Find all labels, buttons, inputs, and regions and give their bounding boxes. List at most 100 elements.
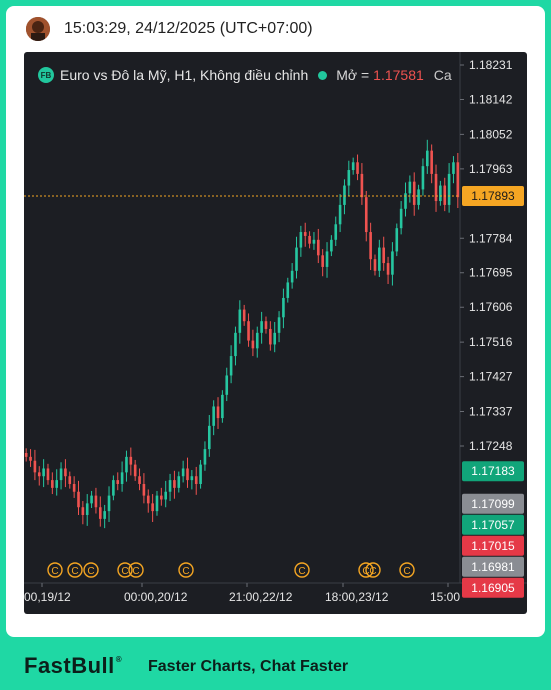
time-tick-label: 00,19/12 <box>24 590 71 604</box>
candle-body <box>312 239 316 244</box>
candle-body <box>425 150 429 167</box>
timestamp: 15:03:29, 24/12/2025 (UTC+07:00) <box>64 20 313 37</box>
candle-body <box>216 406 220 419</box>
candle-body <box>325 251 329 267</box>
header-bar: 15:03:29, 24/12/2025 (UTC+07:00) <box>6 6 545 52</box>
candle-body <box>404 193 407 209</box>
price-tag <box>462 556 524 577</box>
fastbull-logo[interactable]: FastBull® <box>24 653 122 679</box>
candle-body <box>395 228 399 252</box>
candle-body <box>207 425 211 450</box>
candle-body <box>251 340 255 349</box>
event-marker-icon[interactable] <box>67 562 83 578</box>
event-marker-icon[interactable] <box>117 562 133 578</box>
candle-body <box>138 476 141 484</box>
candle-body <box>81 507 85 515</box>
candle-body <box>24 452 28 457</box>
candle-body <box>33 460 37 473</box>
event-marker-label: C <box>71 566 78 577</box>
candle-body <box>456 162 460 198</box>
time-tick-label: 21:00,22/12 <box>229 590 293 604</box>
candle-body <box>247 321 250 341</box>
candle-body <box>417 189 420 205</box>
candle-body <box>229 356 233 376</box>
candle-body <box>125 456 128 473</box>
price-tag <box>462 535 524 556</box>
event-marker-icon[interactable] <box>178 562 194 578</box>
candle-body <box>59 468 63 481</box>
candle-body <box>382 247 386 264</box>
candle-body <box>194 476 198 484</box>
candle-body <box>242 309 246 322</box>
candle-body <box>299 232 303 248</box>
candle-body <box>264 321 268 329</box>
candle-body <box>430 150 433 174</box>
candle-body <box>360 173 364 198</box>
price-tick-label: 1.17337 <box>469 405 513 419</box>
candle-body <box>447 173 451 205</box>
candle-body <box>181 468 185 477</box>
candle-body <box>421 166 425 190</box>
logo-text: FastBull <box>24 653 115 678</box>
candle-body <box>37 472 41 477</box>
price-tag-label: 1.16905 <box>471 581 515 595</box>
event-marker-icon[interactable] <box>365 562 381 578</box>
candle-body <box>164 491 168 500</box>
candle-body <box>155 495 159 512</box>
price-tick-label: 1.17248 <box>469 439 513 453</box>
price-tick-label: 1.17963 <box>469 162 513 176</box>
candle-body <box>295 247 298 271</box>
candle-body <box>133 464 137 477</box>
footer-bar: FastBull® Faster Charts, Chat Faster <box>0 643 551 690</box>
candle-body <box>434 173 438 202</box>
candle-body <box>146 495 150 504</box>
price-tag-label: 1.16981 <box>471 560 515 574</box>
price-tag-label: 1.17183 <box>471 464 515 478</box>
current-price-tag <box>462 186 524 207</box>
slogan: Faster Charts, Chat Faster <box>148 658 349 675</box>
event-marker-label: C <box>369 566 376 577</box>
chart-legend: FB Euro vs Đô la Mỹ, H1, Không điều chỉn… <box>38 65 452 85</box>
price-tick-label: 1.17784 <box>469 231 513 245</box>
candle-body <box>173 480 176 488</box>
candle-body <box>72 483 76 492</box>
candle-body <box>277 317 281 333</box>
candle-body <box>42 468 45 477</box>
price-tag <box>462 493 524 514</box>
main-card: 15:03:29, 24/12/2025 (UTC+07:00) 1.18231… <box>6 6 545 637</box>
avatar[interactable] <box>26 17 50 41</box>
open-label: Mở = <box>336 67 370 83</box>
candle-body <box>142 483 146 496</box>
price-chart[interactable]: 1.18231 1.18142 1.18052 1.17963 1.17784 1.176… <box>24 52 527 614</box>
candle-body <box>334 224 338 240</box>
event-marker-icon[interactable] <box>83 562 99 578</box>
price-tag <box>462 514 524 535</box>
event-marker-icon[interactable] <box>399 562 415 578</box>
candle-body <box>364 197 368 233</box>
price-tag <box>462 577 524 598</box>
candle-body <box>452 162 455 174</box>
time-tick-label: 18:00,23/12 <box>325 590 389 604</box>
event-marker-icon[interactable] <box>294 562 310 578</box>
candle-body <box>168 480 172 492</box>
candle-body <box>408 181 412 194</box>
candle-body <box>255 332 259 349</box>
event-marker-icon[interactable] <box>47 562 63 578</box>
event-marker-icon[interactable] <box>358 562 374 578</box>
candle-body <box>177 476 181 488</box>
event-marker-icon[interactable] <box>128 562 144 578</box>
candle-body <box>373 259 377 271</box>
candle-body <box>116 480 120 484</box>
candle-body <box>85 503 89 515</box>
price-tick-label: 1.18231 <box>469 58 513 72</box>
candle-body <box>160 495 163 500</box>
candle-body <box>186 468 189 481</box>
candle-body <box>273 332 277 345</box>
candle-body <box>221 394 224 419</box>
time-tick-label: 15:00 <box>430 590 460 604</box>
candle-body <box>77 491 80 508</box>
candle-body <box>120 472 124 484</box>
chart-canvas[interactable]: 1.18231 1.18142 1.18052 1.17963 1.17784 1.176… <box>24 52 527 614</box>
candle-body <box>199 464 202 484</box>
candle-body <box>338 204 342 225</box>
